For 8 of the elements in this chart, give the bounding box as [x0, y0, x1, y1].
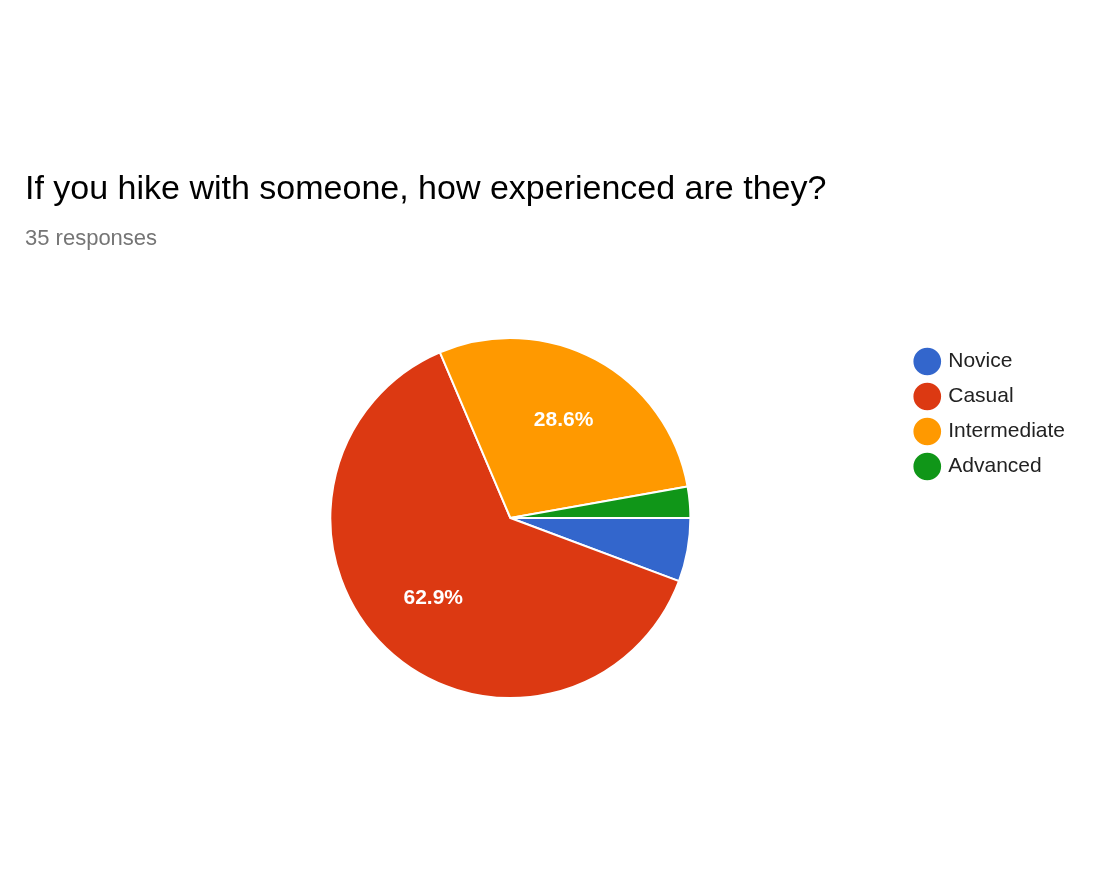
text: 35 responses	[25, 225, 159, 251]
chart-title: If you hike with someone, how experienced are they?	[25, 168, 828, 207]
data-label: 62.9%	[403, 585, 464, 609]
legend-label: Casual	[948, 383, 1014, 407]
data-label: 28.6%	[533, 406, 594, 430]
legend-label: Novice	[948, 348, 1013, 372]
legend-label: Advanced	[948, 453, 1042, 477]
legend-label: Intermediate	[948, 418, 1065, 442]
